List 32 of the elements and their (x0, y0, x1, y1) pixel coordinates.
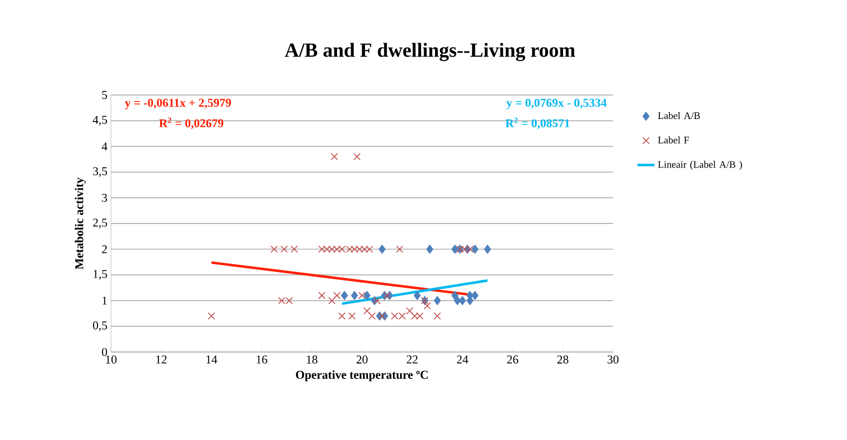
y-tick-label: 2 (102, 245, 107, 254)
y-tick-label: 5 (102, 91, 108, 99)
x-tick-label: 22 (406, 356, 418, 364)
x-tick-label: 18 (306, 356, 318, 364)
x-axis-title: Operative temperature ºC (296, 370, 428, 382)
legend-label: Lineair (Label A/B ) (658, 160, 742, 170)
y-axis-title: Metabolic activity (74, 178, 86, 270)
y-tick-label: 1 (102, 296, 107, 305)
y-tick-label: 1,5 (94, 270, 108, 280)
x-tick-label: 24 (456, 356, 468, 364)
y-tick-label: 4,5 (92, 116, 108, 126)
x-tick-label: 26 (507, 356, 518, 364)
x-tick-label: 16 (256, 356, 268, 364)
y-tick-label: 3 (102, 194, 108, 202)
annotation: R$^{2}$ = 0,02679 (159, 118, 224, 129)
y-tick-label: 3,5 (93, 167, 108, 177)
annotation: y = 0,0769x - 0,5334 (506, 98, 607, 110)
x-tick-label: 14 (206, 356, 218, 364)
x-tick-label: 10 (106, 356, 117, 364)
x-tick-label: 20 (356, 356, 368, 364)
y-tick-label: 2,5 (93, 218, 108, 228)
chart-title: A/B and F dwellings--Living room (284, 42, 576, 62)
y-tick-label: 0 (102, 348, 108, 356)
legend-label: Label A/B (658, 112, 700, 120)
annotation: R$^{2}$ = 0,08571 (506, 118, 570, 129)
x-tick-label: 12 (156, 356, 167, 364)
annotation: y = -0,0611x + 2,5979 (124, 98, 231, 110)
y-tick-label: 0,5 (93, 321, 108, 332)
y-tick-label: 4 (102, 142, 108, 150)
x-tick-label: 28 (557, 356, 568, 364)
legend-label: Label F (658, 136, 689, 144)
x-tick-label: 30 (608, 356, 619, 364)
